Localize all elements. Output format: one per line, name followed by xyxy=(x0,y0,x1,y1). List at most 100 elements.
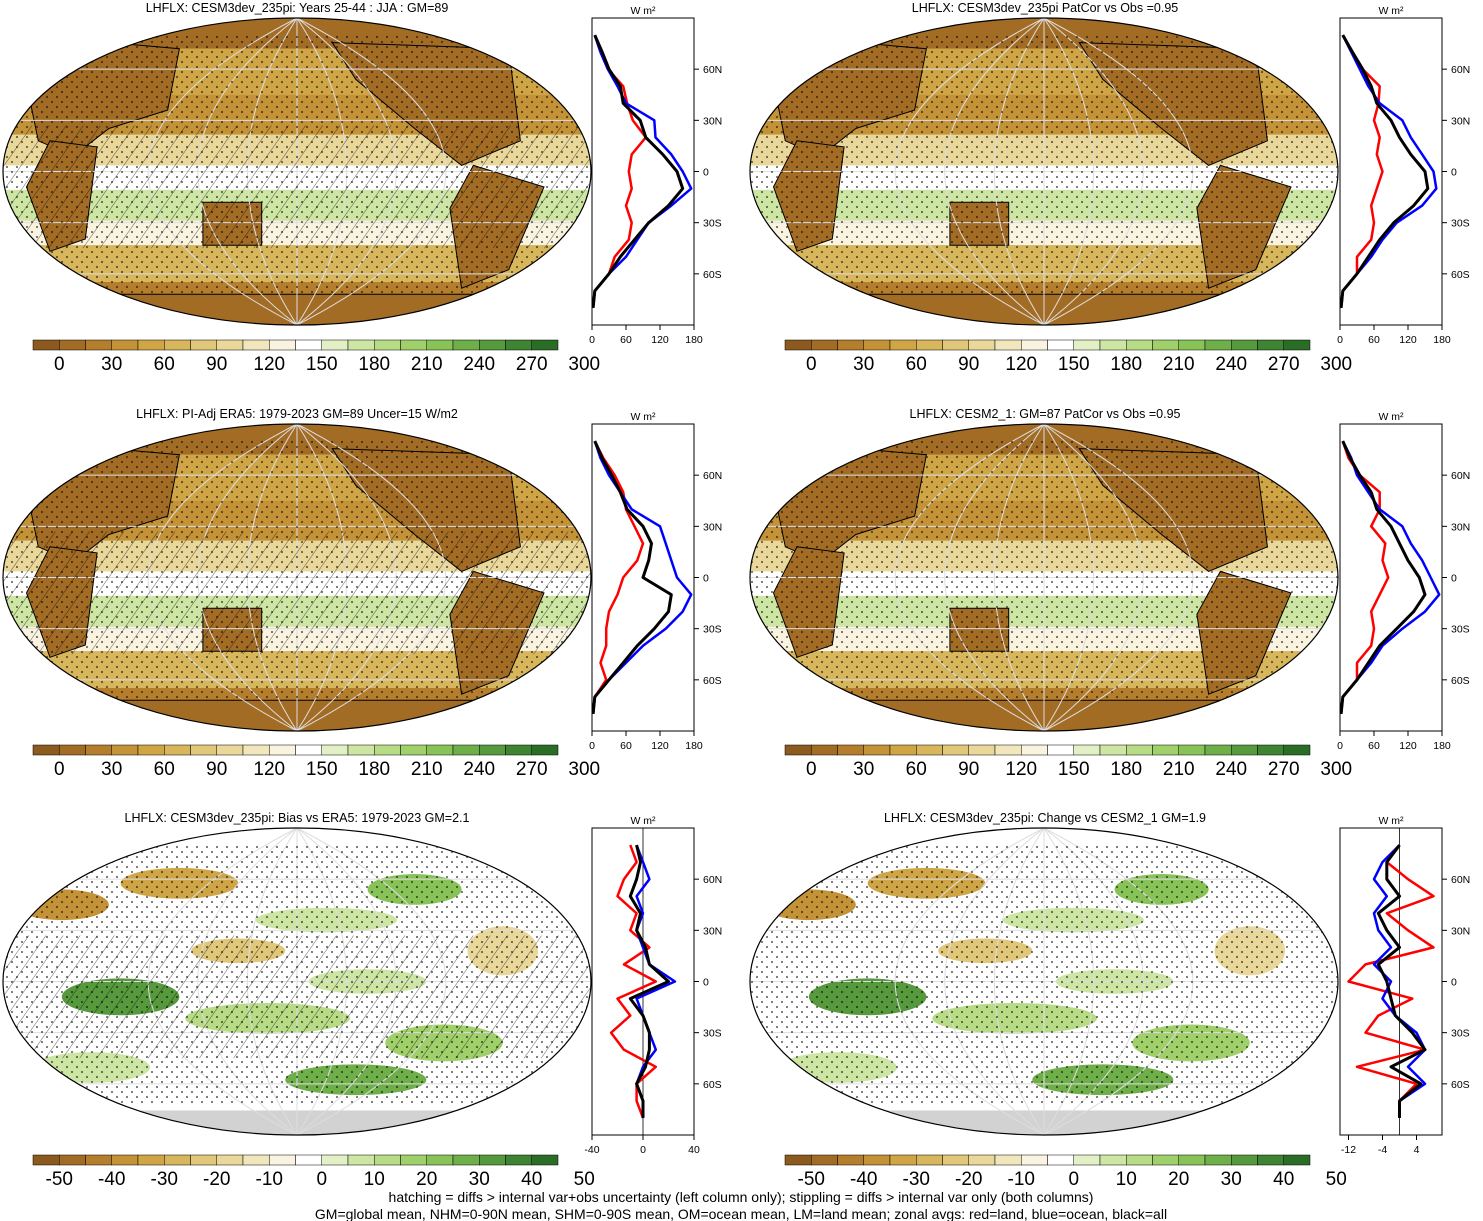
colorbar-swatch xyxy=(190,1154,217,1166)
ytick-label: 60N xyxy=(703,470,722,482)
colorbar-swatch xyxy=(479,744,506,756)
colorbar-swatch xyxy=(374,744,401,756)
colorbar-swatch xyxy=(1231,1154,1258,1166)
colorbar-swatch xyxy=(137,1154,165,1166)
colorbar-swatch xyxy=(505,744,532,756)
colorbar-swatch xyxy=(347,339,375,351)
zonal-line-all xyxy=(1339,440,1427,715)
colorbar-swatch xyxy=(111,1154,139,1166)
colorbar-swatch xyxy=(811,339,838,351)
ytick-label: 60S xyxy=(703,1079,722,1091)
colorbar-swatch xyxy=(994,1154,1022,1166)
colorbar-swatch xyxy=(889,1154,917,1166)
colorbar-label: 180 xyxy=(358,354,390,375)
colorbar-swatch xyxy=(837,1154,864,1166)
colorbar-swatch xyxy=(531,744,559,756)
map-outline xyxy=(749,423,1339,732)
colorbar-swatch xyxy=(1073,339,1101,351)
panel-5: LHFLX: CESM3dev_235pi: Bias vs ERA5: 197… xyxy=(2,811,722,1190)
colorbar-swatch xyxy=(863,744,891,756)
colorbar-swatch xyxy=(242,339,270,351)
ytick-label: 30N xyxy=(1451,925,1470,937)
colorbar-label: 240 xyxy=(463,354,495,375)
colorbar-swatch xyxy=(784,744,812,756)
zonal-frame xyxy=(1339,17,1443,326)
ytick-label: 0 xyxy=(703,573,709,585)
colorbar-label: 210 xyxy=(411,354,443,375)
colorbar-label: 30 xyxy=(101,759,122,780)
colorbar-swatch xyxy=(916,339,943,351)
colorbar-label: 300 xyxy=(1320,759,1352,780)
ytick-label: 30N xyxy=(1451,115,1470,127)
colorbar-swatch xyxy=(1283,1154,1311,1166)
colorbar-swatch xyxy=(400,744,427,756)
zonal-line-ocean xyxy=(1339,34,1438,309)
colorbar-label: -10 xyxy=(256,1169,283,1190)
colorbar-swatch xyxy=(216,1154,244,1166)
xtick-label: -40 xyxy=(584,1144,599,1156)
ytick-label: 30N xyxy=(1451,521,1470,533)
map-outline xyxy=(2,17,592,326)
colorbar-swatch xyxy=(321,1154,349,1166)
colorbar-label: 240 xyxy=(1215,759,1247,780)
colorbar-swatch xyxy=(295,744,322,756)
xtick-label: 0 xyxy=(589,740,595,752)
colorbar-swatch xyxy=(1231,339,1258,351)
xtick-label: 0 xyxy=(640,1144,646,1156)
zonal-line-land xyxy=(1339,34,1384,309)
colorbar-swatch xyxy=(111,744,139,756)
colorbar-swatch xyxy=(1152,1154,1179,1166)
colorbar-label: 30 xyxy=(469,1169,490,1190)
colorbar-swatch xyxy=(216,339,244,351)
colorbar-swatch xyxy=(1178,744,1206,756)
colorbar-label: 50 xyxy=(574,1169,595,1190)
colorbar-label: 180 xyxy=(358,759,390,780)
colorbar-label: -50 xyxy=(798,1169,825,1190)
colorbar-swatch xyxy=(889,744,917,756)
colorbar-label: 0 xyxy=(54,354,65,375)
colorbar-label: 0 xyxy=(806,354,817,375)
ytick-label: 60S xyxy=(703,269,722,281)
ytick-label: 60S xyxy=(1451,1079,1470,1091)
colorbar-swatch xyxy=(505,339,532,351)
zonal-panel: W m² 60N 30N 0 30S 60S -40 0 40 xyxy=(584,815,722,1156)
map xyxy=(750,828,1338,1135)
footer-line1: hatching = diffs > internal var+obs unce… xyxy=(389,1189,1094,1205)
colorbar-swatch xyxy=(1126,339,1153,351)
colorbar-label: 240 xyxy=(1215,354,1247,375)
zonal-line-all xyxy=(628,844,670,1118)
colorbar-swatch xyxy=(295,1154,322,1166)
zonal-unit: W m² xyxy=(630,815,656,827)
colorbar-label: 30 xyxy=(1221,1169,1242,1190)
colorbar-label: 10 xyxy=(364,1169,385,1190)
colorbar-swatch xyxy=(32,1154,60,1166)
colorbar-swatch xyxy=(1126,744,1153,756)
hatching xyxy=(3,935,591,1059)
colorbar-label: 120 xyxy=(253,354,285,375)
xtick-label: 60 xyxy=(1368,334,1380,346)
colorbar-label: 180 xyxy=(1110,759,1142,780)
stippling xyxy=(750,439,1338,701)
hatching xyxy=(3,125,591,249)
colorbar-label: 90 xyxy=(958,759,979,780)
zonal-panel: W m² 60N 30N 0 30S 60S 0 60 120 180 xyxy=(589,411,722,752)
colorbar-label: 150 xyxy=(1058,759,1090,780)
colorbar-swatch xyxy=(242,1154,270,1166)
colorbar-label: 40 xyxy=(1273,1169,1294,1190)
xtick-label: -4 xyxy=(1378,1144,1387,1156)
colorbar-swatch xyxy=(321,744,349,756)
colorbar-swatch xyxy=(811,1154,838,1166)
colorbar-label: 0 xyxy=(806,759,817,780)
zonal-panel: W m² 60N 30N 0 30S 60S 0 60 120 180 xyxy=(1337,411,1470,752)
ytick-label: 0 xyxy=(1451,167,1457,179)
map-outline xyxy=(2,423,592,732)
colorbar-swatch xyxy=(1126,1154,1153,1166)
zonal-line-ocean xyxy=(591,34,693,309)
colorbar-swatch xyxy=(426,744,454,756)
panel-title: LHFLX: CESM3dev_235pi PatCor vs Obs =0.9… xyxy=(912,1,1179,15)
zonal-unit: W m² xyxy=(1378,411,1404,423)
xtick-label: 180 xyxy=(685,740,703,752)
colorbar-swatch xyxy=(837,744,864,756)
colorbar-label: -30 xyxy=(151,1169,178,1190)
colorbar-swatch xyxy=(452,1154,480,1166)
